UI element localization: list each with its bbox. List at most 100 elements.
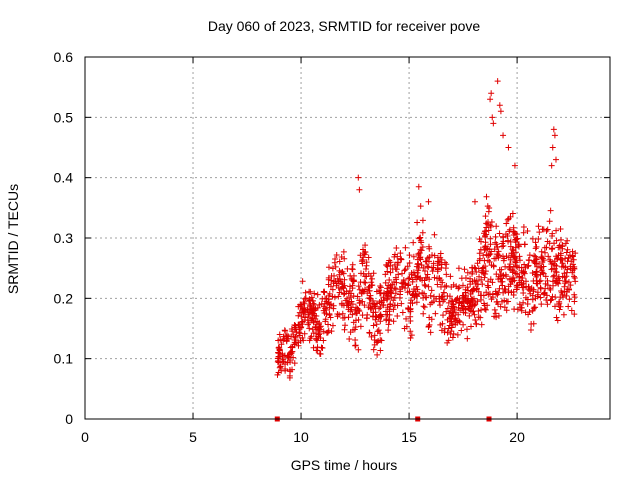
data-point: [362, 249, 369, 256]
data-point: [324, 329, 331, 336]
data-point: [493, 271, 500, 278]
data-point: [330, 302, 337, 309]
data-point: [494, 78, 501, 85]
data-point: [282, 365, 289, 372]
data-point: [529, 235, 536, 242]
data-point: [543, 296, 550, 303]
data-point: [437, 250, 444, 257]
data-point: [382, 271, 389, 278]
data-point: [507, 213, 514, 220]
data-point: [386, 317, 393, 324]
data-point: [485, 208, 492, 215]
data-point: [565, 279, 572, 286]
data-point: [539, 258, 546, 265]
data-point: [495, 248, 502, 255]
data-point: [546, 218, 553, 225]
data-point: [390, 297, 397, 304]
data-point: [349, 311, 356, 318]
data-point: [393, 276, 400, 283]
data-point: [470, 295, 477, 302]
data-point: [499, 278, 506, 285]
data-point: [448, 324, 455, 331]
data-point: [275, 369, 282, 376]
data-point: [358, 270, 365, 277]
data-point: [449, 298, 456, 305]
data-point: [478, 321, 485, 328]
data-point: [332, 278, 339, 285]
data-point: [353, 310, 360, 317]
data-point: [384, 263, 391, 270]
data-point: [289, 344, 296, 351]
data-point: [355, 174, 362, 181]
data-point: [302, 289, 309, 296]
y-tick-label: 0.4: [54, 170, 74, 186]
data-point: [484, 302, 491, 309]
data-point: [538, 301, 545, 308]
data-point: [449, 334, 456, 341]
data-point: [551, 132, 558, 139]
data-point: [352, 307, 359, 314]
data-point: [391, 261, 398, 268]
data-point: [448, 328, 455, 335]
data-point: [425, 283, 432, 290]
data-point: [482, 268, 489, 275]
data-point: [407, 328, 414, 335]
data-point: [350, 319, 357, 326]
data-point: [306, 337, 313, 344]
data-point: [298, 319, 305, 326]
data-point: [491, 306, 498, 313]
data-point: [417, 234, 424, 241]
data-point: [292, 333, 299, 340]
data-point: [326, 290, 333, 297]
data-point: [434, 268, 441, 275]
data-point: [486, 290, 493, 297]
data-point: [479, 265, 486, 272]
data-point: [277, 363, 284, 370]
data-point: [323, 307, 330, 314]
data-point: [482, 245, 489, 252]
data-point: [495, 301, 502, 308]
data-point: [355, 346, 362, 353]
data-point: [460, 299, 467, 306]
data-point: [467, 275, 474, 282]
data-point: [459, 298, 466, 305]
data-point: [477, 246, 484, 253]
data-point: [340, 315, 347, 322]
data-point: [522, 294, 529, 301]
data-point: [419, 217, 426, 224]
data-point: [421, 304, 428, 311]
data-point: [481, 300, 488, 307]
data-point: [441, 289, 448, 296]
data-point: [374, 328, 381, 335]
y-tick-label: 0.3: [54, 230, 74, 246]
data-point: [408, 332, 415, 339]
data-point: [526, 257, 533, 264]
data-point: [377, 347, 384, 354]
data-point: [347, 294, 354, 301]
data-point: [374, 351, 381, 358]
data-point: [349, 282, 356, 289]
data-point: [390, 318, 397, 325]
data-point: [487, 235, 494, 242]
data-point: [301, 307, 308, 314]
data-point: [518, 277, 525, 284]
data-point: [550, 273, 557, 280]
data-point: [347, 272, 354, 279]
data-point: [277, 336, 284, 343]
data-point: [526, 252, 533, 259]
data-point: [452, 296, 459, 303]
data-point: [487, 96, 494, 103]
data-point: [360, 288, 367, 295]
data-point: [557, 303, 564, 310]
data-point: [394, 312, 401, 319]
data-point: [448, 283, 455, 290]
data-point: [565, 254, 572, 261]
data-point: [276, 344, 283, 351]
data-point: [516, 241, 523, 248]
data-point: [539, 226, 546, 233]
data-point: [553, 237, 560, 244]
data-point: [502, 263, 509, 270]
data-point: [481, 274, 488, 281]
data-point: [402, 280, 409, 287]
